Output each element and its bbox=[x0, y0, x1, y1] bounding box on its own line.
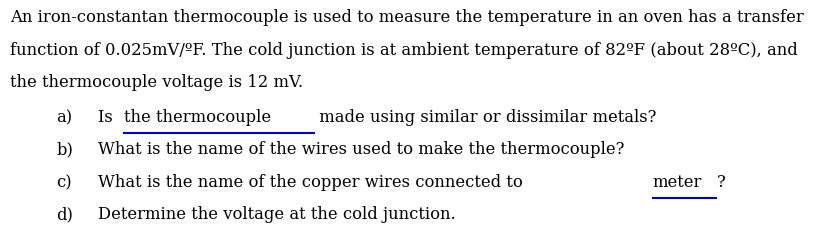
Text: What is the name of the wires used to make the thermocouple?: What is the name of the wires used to ma… bbox=[98, 141, 624, 158]
Text: the thermocouple voltage is 12 mV.: the thermocouple voltage is 12 mV. bbox=[10, 74, 303, 91]
Text: function of 0.025mV/ºF. The cold junction is at ambient temperature of 82ºF (abo: function of 0.025mV/ºF. The cold junctio… bbox=[10, 42, 798, 59]
Text: meter: meter bbox=[652, 174, 702, 191]
Text: made using similar or dissimilar metals?: made using similar or dissimilar metals? bbox=[314, 109, 656, 126]
Text: Determine the voltage at the cold junction.: Determine the voltage at the cold juncti… bbox=[98, 206, 456, 223]
Text: An iron-constantan thermocouple is used to measure the temperature in an oven ha: An iron-constantan thermocouple is used … bbox=[10, 9, 803, 26]
Text: c): c) bbox=[56, 174, 72, 191]
Text: b): b) bbox=[56, 141, 73, 158]
Text: d): d) bbox=[56, 206, 73, 223]
Text: a): a) bbox=[56, 109, 72, 126]
Text: What is the name of the copper wires connected to: What is the name of the copper wires con… bbox=[98, 174, 528, 191]
Text: ?: ? bbox=[716, 174, 725, 191]
Text: Is: Is bbox=[98, 109, 118, 126]
Text: the thermocouple: the thermocouple bbox=[124, 109, 271, 126]
